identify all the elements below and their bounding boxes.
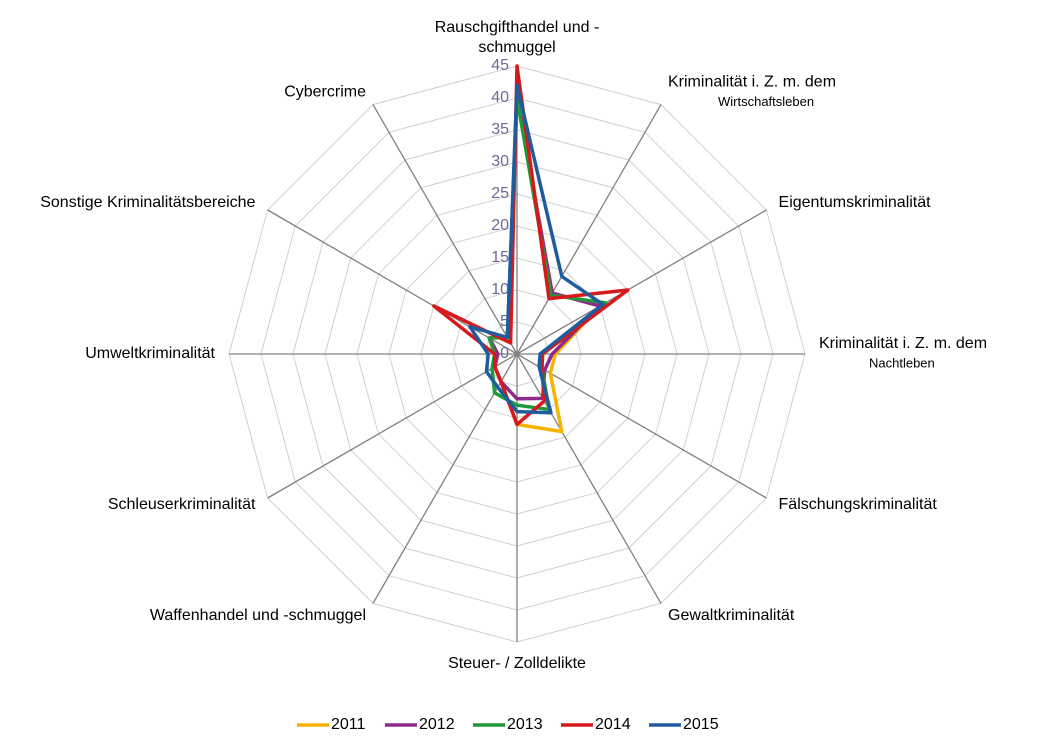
legend-label: 2014: [595, 716, 631, 733]
tick-label: 10: [491, 281, 509, 298]
series-line: [432, 64, 630, 427]
tick-label: 25: [491, 185, 509, 202]
category-label: Kriminalität i. Z. m. dem: [668, 74, 836, 91]
tick-label: 5: [500, 313, 509, 330]
category-label: Wirtschaftsleben: [718, 94, 814, 109]
series-line: [468, 83, 605, 415]
spoke: [516, 209, 767, 355]
category-label: Fälschungskriminalität: [779, 496, 938, 513]
category-label: Kriminalität i. Z. m. dem: [819, 335, 987, 352]
category-label: Sonstige Kriminalitätsbereiche: [40, 194, 255, 211]
legend-label: 2015: [683, 716, 719, 733]
spoke: [372, 353, 518, 604]
spoke: [516, 353, 662, 604]
legend-label: 2011: [331, 716, 366, 733]
tick-label: 30: [491, 153, 509, 170]
spoke: [516, 353, 767, 499]
spoke: [516, 104, 662, 355]
tick-label: 0: [500, 345, 509, 362]
category-label: Eigentumskriminalität: [779, 194, 932, 211]
category-label: Rauschgifthandel und -: [435, 19, 600, 36]
category-label: schmuggel: [478, 39, 555, 56]
category-label: Schleuserkriminalität: [108, 496, 256, 513]
tick-label: 15: [491, 249, 509, 266]
spoke: [267, 353, 518, 499]
tick-label: 40: [491, 89, 509, 106]
category-label: Nachtleben: [869, 355, 935, 370]
tick-label: 45: [491, 57, 509, 74]
category-label: Steuer- / Zolldelikte: [448, 655, 586, 672]
legend-label: 2012: [419, 716, 455, 733]
category-label: Waffenhandel und -schmuggel: [150, 607, 366, 624]
tick-label: 20: [491, 217, 509, 234]
category-label: Umweltkriminalität: [85, 345, 215, 362]
category-label: Gewaltkriminalität: [668, 607, 795, 624]
legend-label: 2013: [507, 716, 543, 733]
series-line: [487, 96, 608, 412]
category-label: Cybercrime: [284, 84, 366, 101]
tick-label: 35: [491, 121, 509, 138]
spoke: [267, 209, 518, 355]
spoke: [372, 104, 518, 355]
